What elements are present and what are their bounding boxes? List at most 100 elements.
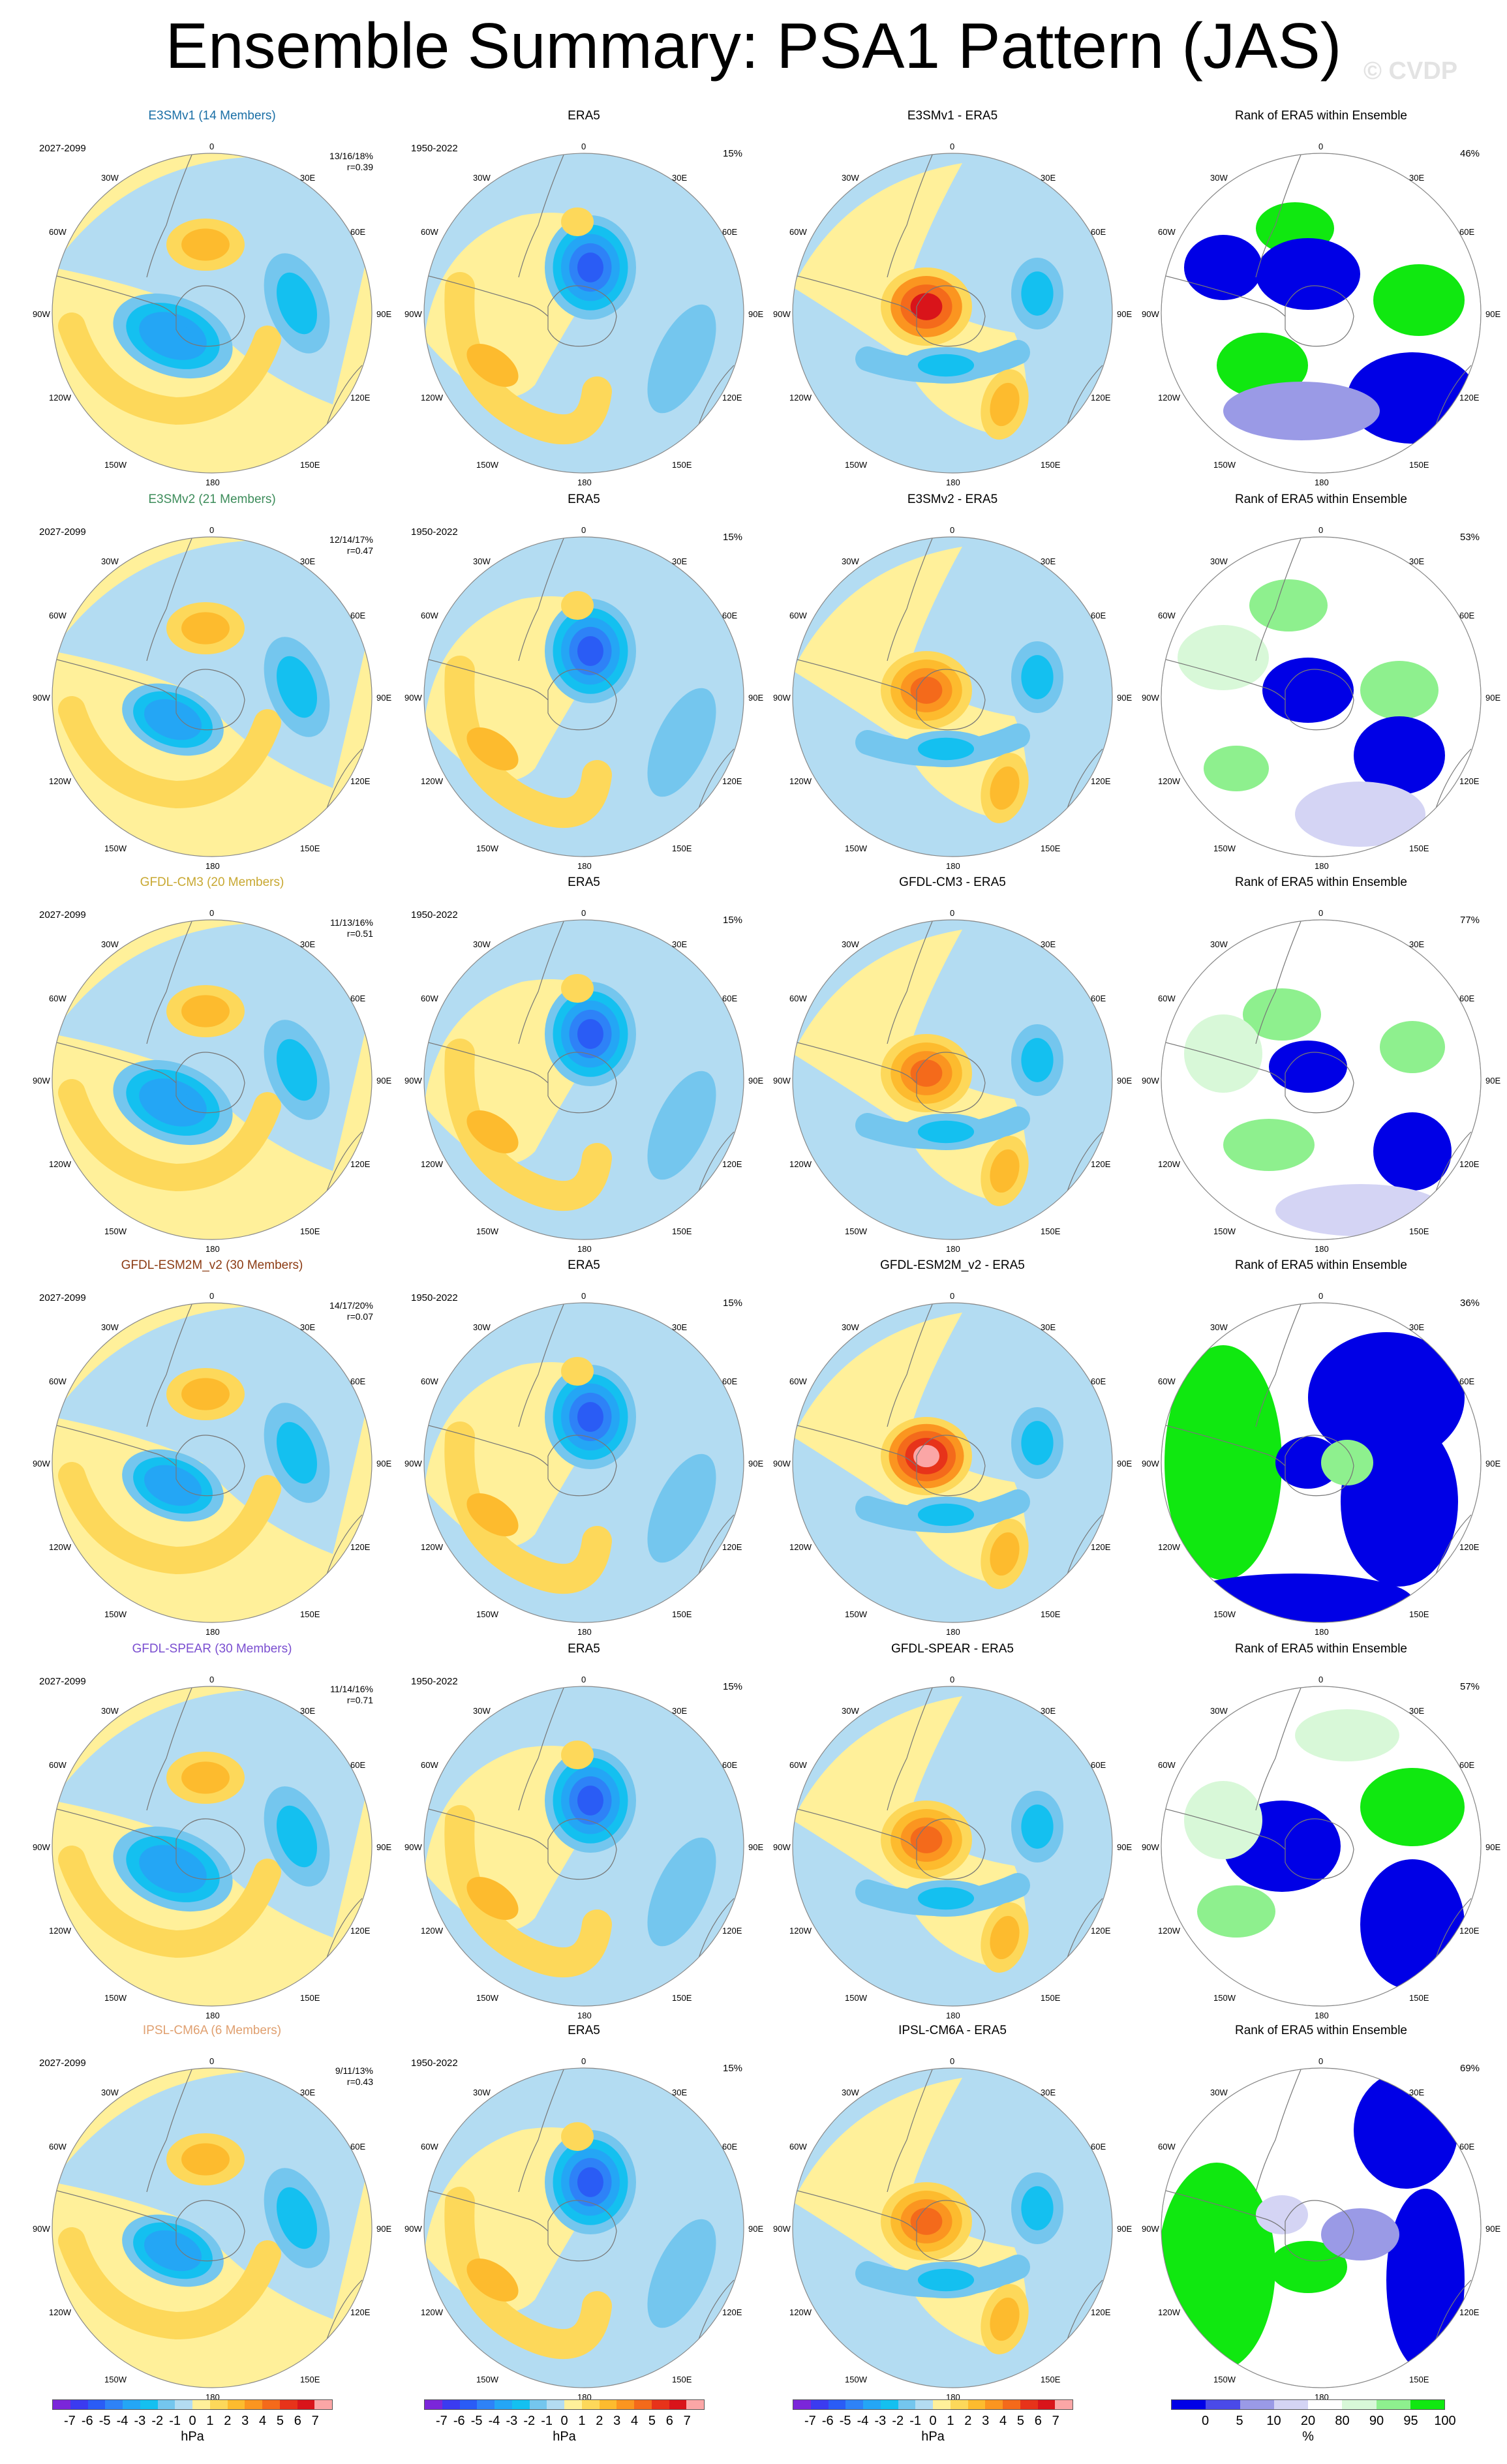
south-america-outline — [1161, 657, 1286, 701]
longitude-label-ne: 30E — [672, 2088, 688, 2097]
longitude-label-e2: 120E — [1459, 1542, 1480, 1552]
longitude-label-nw: 30W — [473, 1706, 491, 1716]
era5-pattern-panel: 0 30E 60E 90E 120E 150E 180 150W 120W 90W 60W 30W ER… — [404, 1258, 763, 1637]
antarctica-outline — [916, 285, 986, 347]
antarctica-outline — [547, 669, 617, 731]
longitude-label-e2: 120E — [350, 393, 371, 403]
africa-outline — [146, 1303, 193, 1427]
rank-percent: 36% — [1460, 1298, 1480, 1309]
colorbar-swatch — [599, 2400, 617, 2409]
contour-region — [277, 1805, 317, 1868]
longitude-label-n: 0 — [581, 142, 586, 151]
map-border — [1161, 1302, 1482, 1623]
map-field — [424, 1303, 744, 1622]
longitude-label-e: 90E — [376, 1842, 392, 1852]
longitude-label-w: 90W — [404, 1842, 422, 1852]
longitude-label-s: 180 — [206, 1244, 220, 1254]
map-field — [793, 153, 1112, 473]
longitude-label-s: 180 — [1315, 1244, 1329, 1254]
percent-stats: 11/13/16% — [330, 917, 373, 928]
longitude-label-w1: 60W — [49, 1376, 67, 1386]
longitude-label-w1: 60W — [789, 994, 807, 1003]
longitude-label-w2: 120W — [49, 1926, 71, 1936]
longitude-label-nw: 30W — [1210, 556, 1228, 566]
longitude-label-e2: 120E — [1459, 776, 1480, 786]
colorbar-tick-label: 4 — [258, 2414, 267, 2428]
colorbar-swatch — [651, 2400, 669, 2409]
longitude-label-w1: 60W — [421, 1760, 438, 1770]
longitude-label-w2: 120W — [421, 776, 443, 786]
rank-region — [1295, 782, 1425, 847]
contour-region — [990, 382, 1020, 427]
longitude-label-nw: 30W — [1210, 2088, 1228, 2097]
longitude-label-e: 90E — [1485, 693, 1501, 703]
polar-map — [792, 153, 1113, 474]
longitude-label-sw: 150W — [845, 1993, 867, 2003]
longitude-label-ne: 30E — [300, 1706, 316, 1716]
longitude-label-n: 0 — [209, 1675, 215, 1684]
rank-region — [1184, 235, 1262, 300]
colorbar-swatches — [424, 2399, 705, 2410]
era5-title: ERA5 — [568, 1258, 600, 1272]
longitude-label-sw: 150W — [104, 2375, 127, 2384]
stats-block: 11/13/16% r=0.51 — [295, 917, 373, 939]
rank-panel: 0 30E 60E 90E 120E 150E 180 150W 120W 90W 60W 30W Ra… — [1142, 493, 1500, 871]
colorbar-tick-label: -2 — [892, 2414, 904, 2428]
colorbar-swatch — [581, 2400, 600, 2409]
longitude-label-sw: 150W — [476, 460, 498, 470]
longitude-label-s: 180 — [206, 1627, 220, 1637]
colorbar-tick-label: 0 — [929, 2414, 937, 2428]
longitude-label-s: 180 — [946, 1627, 960, 1637]
variance-percent: 15% — [723, 148, 743, 159]
contour-region — [917, 1503, 975, 1527]
longitude-label-w2: 120W — [1158, 1542, 1180, 1552]
map-border — [1161, 536, 1482, 857]
longitude-label-e1: 60E — [350, 994, 366, 1003]
contour-band — [444, 1039, 612, 1211]
map-border — [792, 1686, 1113, 2007]
longitude-label-sw: 150W — [476, 2375, 498, 2384]
map-border — [792, 1302, 1113, 1623]
longitude-label-w: 90W — [404, 693, 422, 703]
map-field — [793, 1303, 1112, 1622]
south-america-outline — [52, 1806, 177, 1850]
longitude-label-w: 90W — [33, 2224, 50, 2234]
longitude-label-n: 0 — [950, 142, 955, 151]
antarctica-outline — [916, 2200, 986, 2262]
longitude-label-w1: 60W — [49, 227, 67, 237]
longitude-label-n: 0 — [209, 525, 215, 535]
longitude-label-e2: 120E — [1091, 1542, 1111, 1552]
model-title: GFDL-CM3 (20 Members) — [140, 875, 284, 889]
longitude-label-w1: 60W — [789, 611, 807, 620]
stats-block: 9/11/13% r=0.43 — [295, 2065, 373, 2088]
colorbar-tick-label: 5 — [1236, 2414, 1243, 2428]
stats-block: 11/14/16% r=0.71 — [295, 1684, 373, 1706]
colorbar-swatch — [1342, 2400, 1377, 2409]
longitude-label-ne: 30E — [1041, 939, 1056, 949]
longitude-label-n: 0 — [950, 1291, 955, 1301]
contour-region — [990, 766, 1020, 810]
south-america-outline — [424, 657, 549, 701]
longitude-label-ne: 30E — [1041, 173, 1056, 183]
colorbar-tick-label: -5 — [470, 2414, 483, 2428]
colorbar-swatch — [1037, 2400, 1056, 2409]
colorbar-swatch — [985, 2400, 1003, 2409]
longitude-label-ne: 30E — [1041, 556, 1056, 566]
antarctica-outline — [1285, 285, 1354, 347]
longitude-label-w2: 120W — [421, 1542, 443, 1552]
antarctica-outline — [175, 1435, 245, 1497]
rank-percent: 53% — [1460, 532, 1480, 543]
south-america-outline — [793, 1423, 917, 1467]
colorbar-tick-label: -6 — [821, 2414, 834, 2428]
contour-region — [917, 2268, 975, 2292]
contour-band — [444, 656, 612, 829]
longitude-label-e1: 60E — [1091, 1376, 1106, 1386]
longitude-label-nw: 30W — [842, 1322, 859, 1332]
longitude-label-w1: 60W — [1158, 611, 1176, 620]
polar-map — [792, 536, 1113, 857]
rank-region — [1249, 579, 1328, 631]
longitude-label-w2: 120W — [1158, 393, 1180, 403]
contour-region — [466, 1877, 519, 1920]
antarctica-outline — [1285, 1052, 1354, 1114]
difference-title: E3SMv2 - ERA5 — [907, 493, 998, 506]
